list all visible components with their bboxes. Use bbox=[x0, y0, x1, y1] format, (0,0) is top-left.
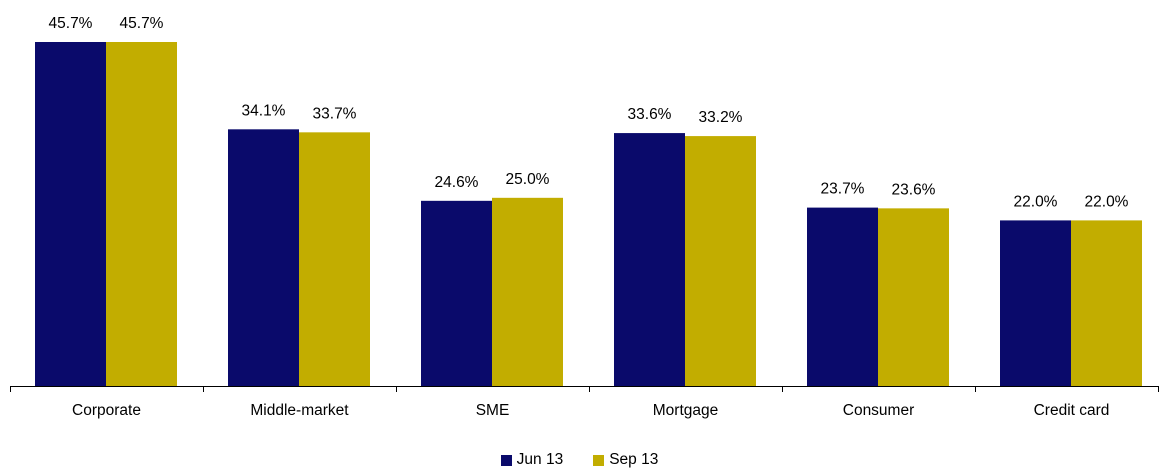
bar-corporate-jun-13 bbox=[35, 42, 106, 386]
x-axis bbox=[10, 386, 1159, 392]
bar-credit-card-jun-13 bbox=[1000, 220, 1071, 386]
bar-middle-market-jun-13 bbox=[228, 129, 299, 386]
value-labels-group: 45.7% 45.7% 34.1% 33.7% 24.6% 25.0% 33.6% 33.2%… bbox=[49, 15, 1129, 210]
bar-consumer-sep-13 bbox=[878, 208, 949, 386]
value-label-sme-sep-13: 25.0% bbox=[506, 171, 550, 188]
value-label-consumer-jun-13: 23.7% bbox=[821, 181, 865, 198]
bars-group bbox=[35, 42, 1142, 386]
category-label-credit-card: Credit card bbox=[1034, 402, 1110, 419]
category-label-sme: SME bbox=[476, 402, 510, 419]
category-label-middle-market: Middle-market bbox=[250, 402, 349, 419]
legend-swatch-series-1 bbox=[500, 454, 512, 466]
category-label-consumer: Consumer bbox=[843, 402, 915, 419]
bar-mortgage-jun-13 bbox=[614, 133, 685, 386]
value-label-sme-jun-13: 24.6% bbox=[435, 174, 479, 191]
bar-credit-card-sep-13 bbox=[1071, 220, 1142, 386]
value-label-corporate-jun-13: 45.7% bbox=[49, 15, 93, 32]
legend: Jun 13 Sep 13 bbox=[0, 450, 1159, 470]
bar-consumer-jun-13 bbox=[807, 207, 878, 386]
value-label-corporate-sep-13: 45.7% bbox=[120, 15, 164, 32]
category-label-corporate: Corporate bbox=[72, 402, 141, 419]
value-label-middle-market-jun-13: 34.1% bbox=[242, 102, 286, 119]
value-label-credit-card-jun-13: 22.0% bbox=[1014, 193, 1058, 210]
value-label-middle-market-sep-13: 33.7% bbox=[313, 105, 357, 122]
legend-label-series-2: Sep 13 bbox=[609, 451, 659, 468]
value-label-mortgage-jun-13: 33.6% bbox=[628, 106, 672, 123]
bar-sme-jun-13 bbox=[421, 200, 492, 386]
value-label-credit-card-sep-13: 22.0% bbox=[1085, 193, 1129, 210]
bar-chart: 45.7% 45.7% 34.1% 33.7% 24.6% 25.0% 33.6% 33.2%… bbox=[10, 15, 1159, 419]
bar-corporate-sep-13 bbox=[106, 42, 177, 386]
value-label-mortgage-sep-13: 33.2% bbox=[699, 109, 743, 126]
legend-label-series-1: Jun 13 bbox=[516, 451, 564, 468]
legend-item-series-1: Jun 13 bbox=[500, 451, 564, 469]
bar-sme-sep-13 bbox=[492, 197, 563, 386]
value-label-consumer-sep-13: 23.6% bbox=[892, 181, 936, 198]
legend-swatch-series-2 bbox=[593, 454, 605, 466]
category-labels-group: Corporate Middle-market SME Mortgage Consume… bbox=[72, 402, 1109, 419]
legend-item-series-2: Sep 13 bbox=[593, 451, 658, 469]
bar-middle-market-sep-13 bbox=[299, 132, 370, 386]
bar-mortgage-sep-13 bbox=[685, 136, 756, 386]
category-label-mortgage: Mortgage bbox=[653, 402, 718, 419]
